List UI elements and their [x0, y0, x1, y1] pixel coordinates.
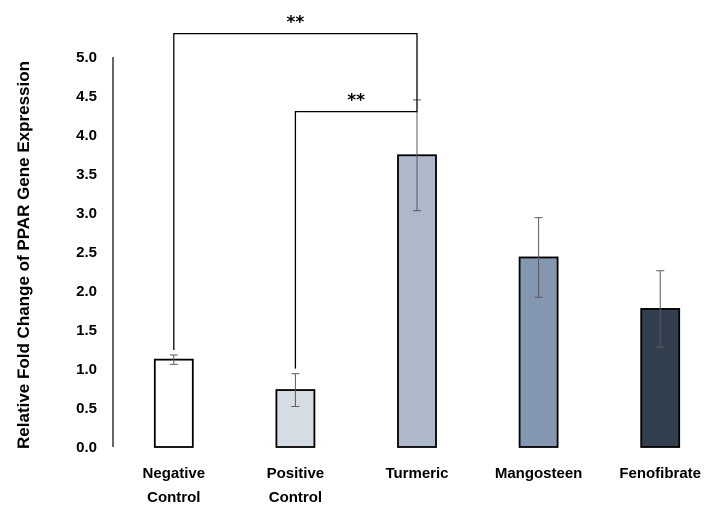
- x-tick-label: Fenofibrate: [619, 465, 701, 482]
- x-tick-label-line: Turmeric: [385, 465, 448, 482]
- error-bars: [169, 99, 665, 407]
- x-tick-label-line: Mangosteen: [495, 465, 583, 482]
- y-ticks: 0.0 0.5 1.0 1.5 2.0 2.5 3.0 3.5 4.0 4.5 5.0: [76, 49, 97, 456]
- x-tick-label: Negative Control: [143, 465, 206, 506]
- bar: [153, 358, 194, 448]
- significance-label: **: [287, 13, 305, 33]
- y-tick-label: 3.0: [76, 205, 97, 222]
- y-tick-label: 2.5: [76, 244, 97, 261]
- x-tick-label-line: Control: [147, 489, 200, 506]
- y-axis-label: Relative Fold Change of PPAR Gene Expres…: [14, 61, 33, 449]
- x-tick-label-line: Negative: [143, 465, 206, 482]
- significance-label: **: [347, 91, 365, 111]
- y-tick-label: 4.5: [76, 88, 97, 105]
- y-tick-label: 5.0: [76, 49, 97, 66]
- significance-brackets: ** **: [173, 13, 418, 369]
- y-tick-label: 4.0: [76, 127, 97, 144]
- significance-bracket: [294, 79, 418, 369]
- x-tick-label-line: Control: [269, 489, 322, 506]
- x-tick-label-line: Fenofibrate: [619, 465, 701, 482]
- significance-bracket: [173, 32, 418, 350]
- y-tick-label: 0.0: [76, 439, 97, 456]
- x-tick-label: Turmeric: [385, 465, 448, 482]
- x-tick-label: Mangosteen: [495, 465, 583, 482]
- x-tick-label: Positive Control: [267, 465, 325, 506]
- x-tick-label-line: Positive: [267, 465, 325, 482]
- y-tick-label: 1.0: [76, 361, 97, 378]
- y-tick-label: 0.5: [76, 400, 97, 417]
- y-tick-label: 3.5: [76, 166, 97, 183]
- y-tick-label: 2.0: [76, 283, 97, 300]
- bar: [518, 256, 559, 448]
- x-axis-labels: Negative Control Positive Control Turmeric Ma…: [143, 465, 702, 506]
- y-tick-label: 1.5: [76, 322, 97, 339]
- y-axis-label-group: Relative Fold Change of PPAR Gene Expres…: [14, 61, 33, 449]
